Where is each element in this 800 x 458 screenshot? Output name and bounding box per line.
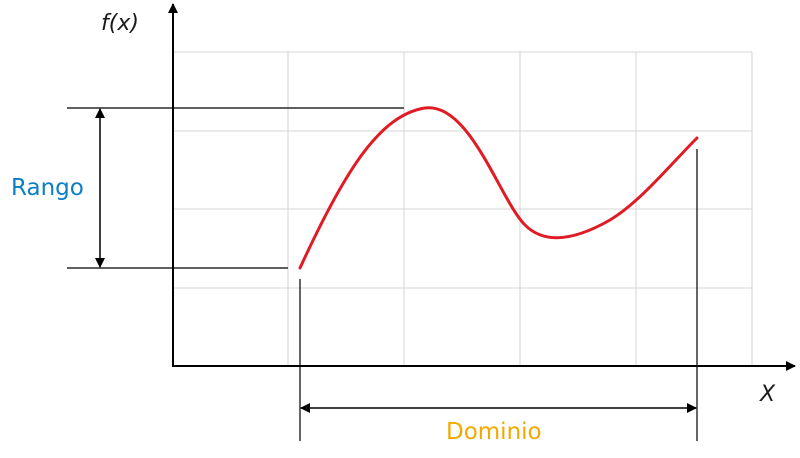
y-axis-label: f(x) xyxy=(101,11,139,36)
function-curve xyxy=(298,106,699,270)
x-axis-label: X xyxy=(760,382,776,407)
domain-label: Dominio xyxy=(446,419,542,445)
range-label: Rango xyxy=(11,175,84,201)
grid xyxy=(173,51,753,366)
